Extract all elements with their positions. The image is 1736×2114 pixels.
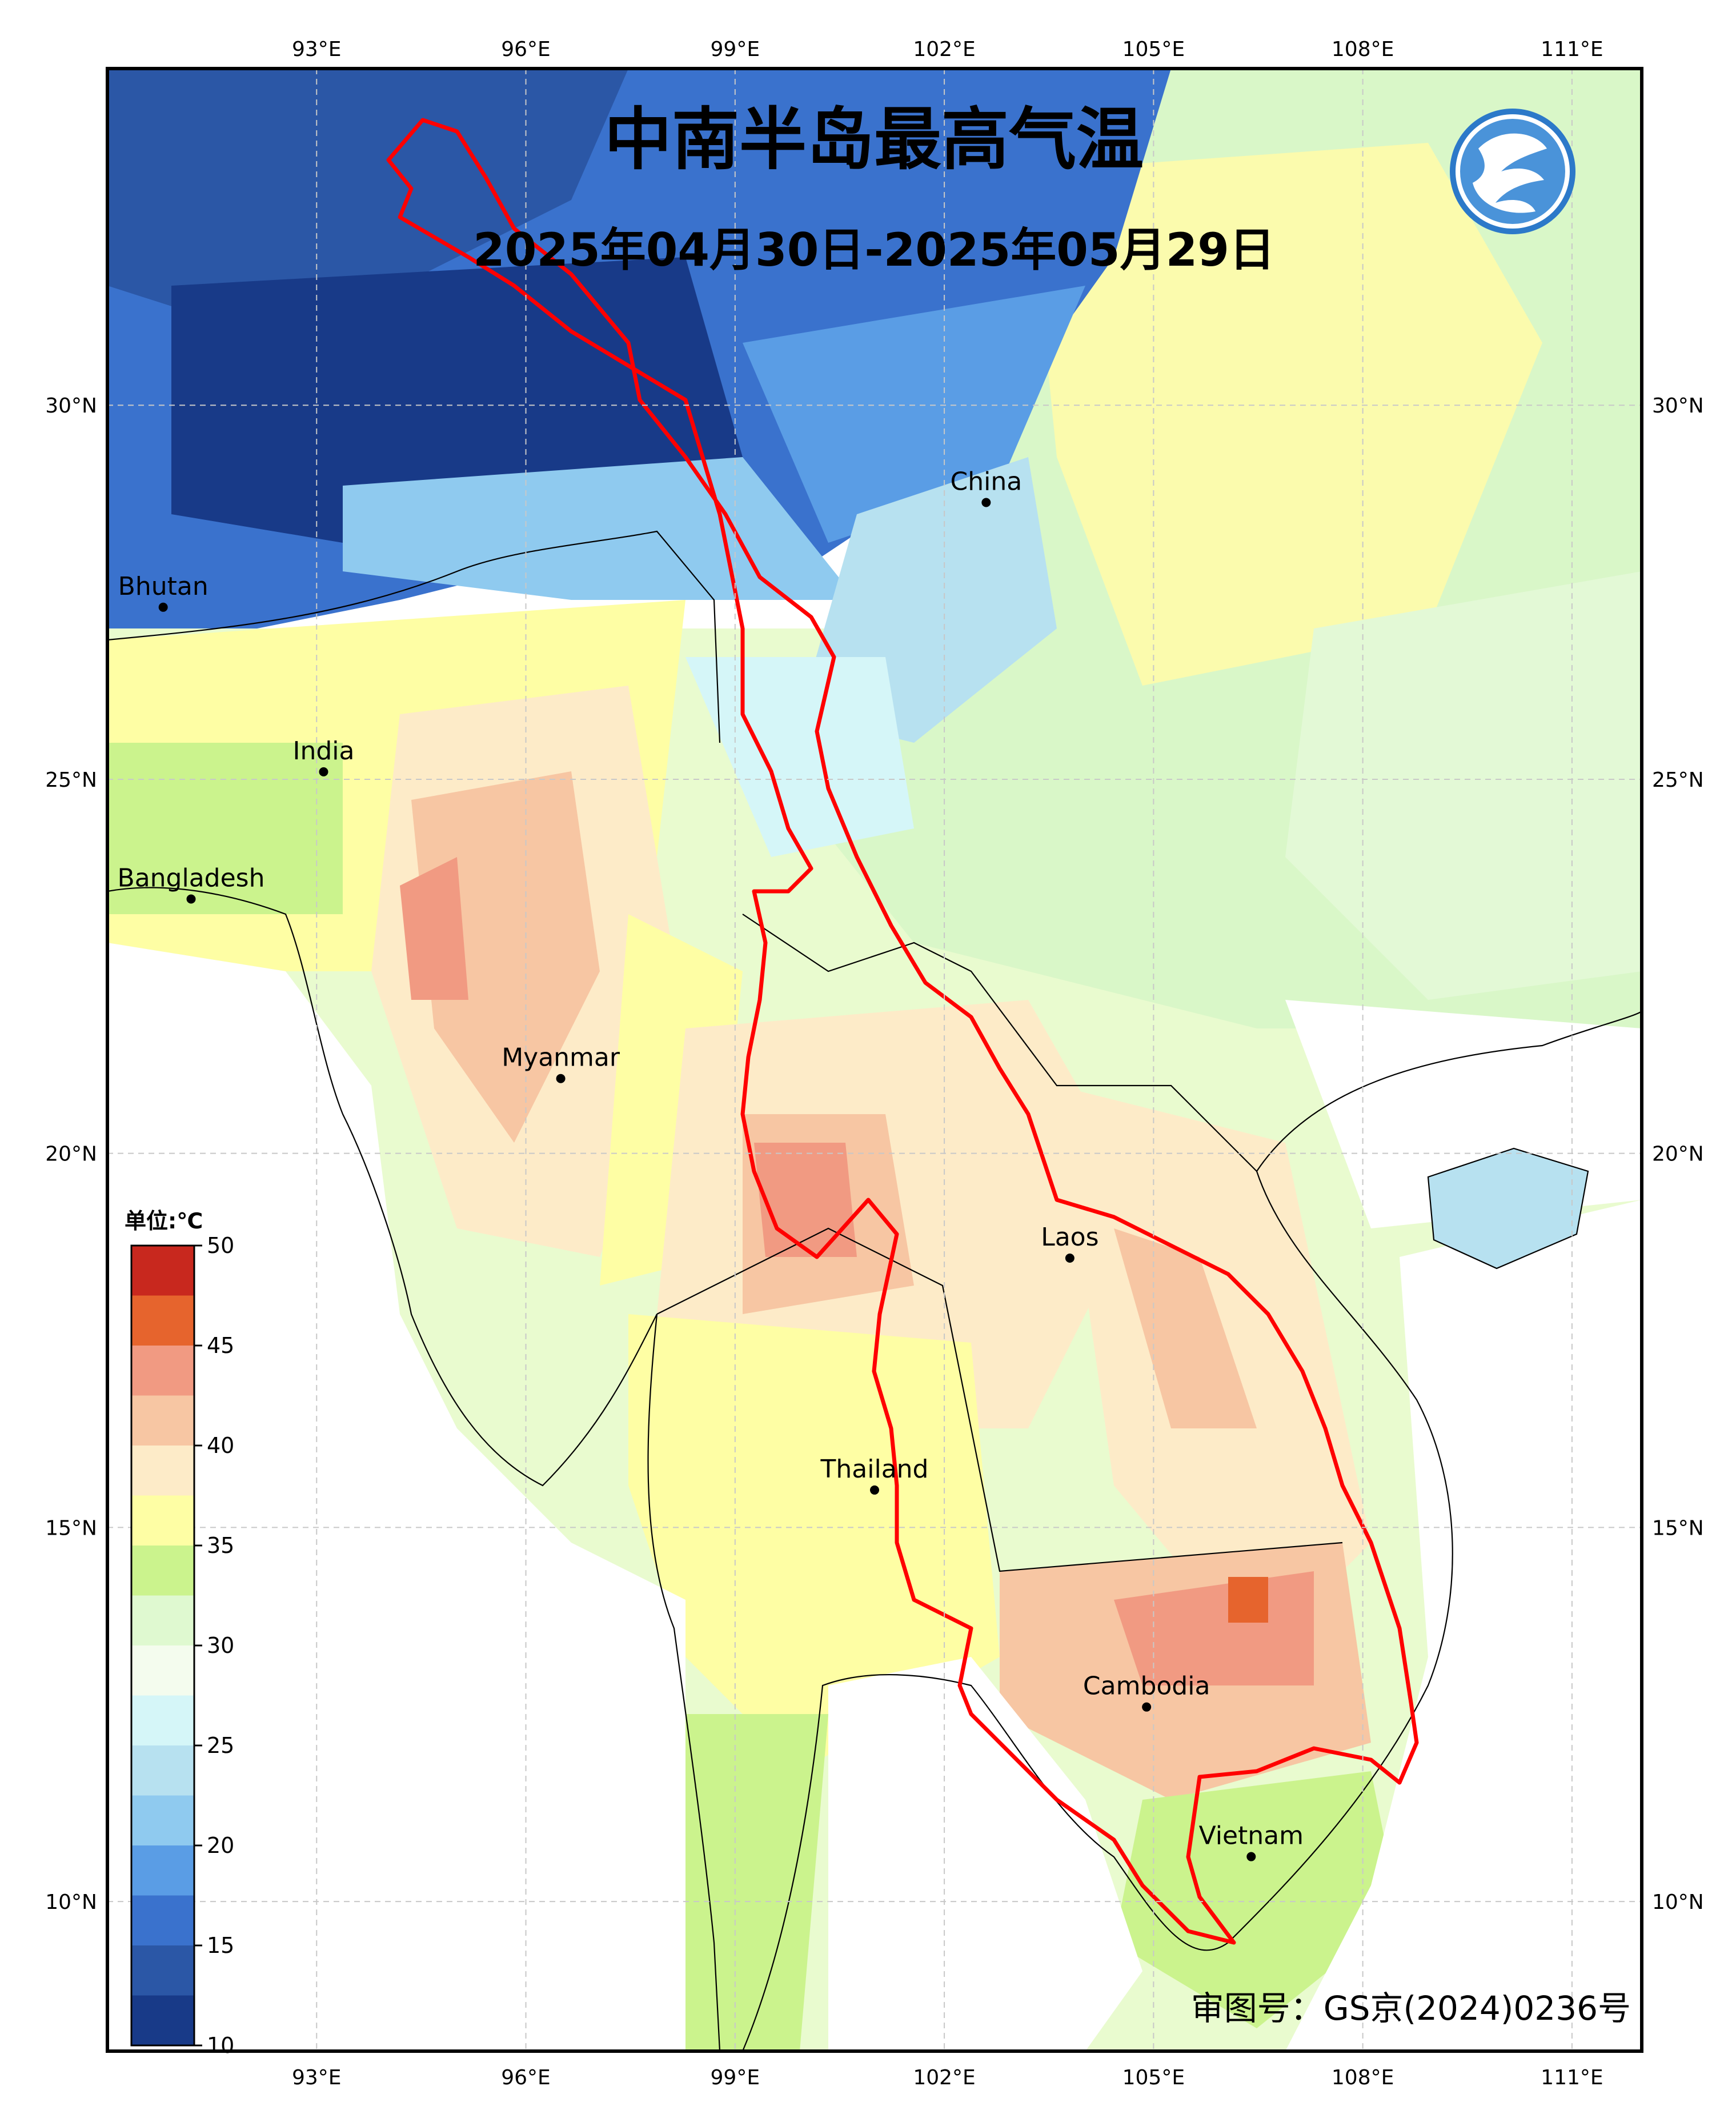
bottom-lon-tick-label: 102°E bbox=[913, 2066, 975, 2089]
left-lat-tick-label: 20°N bbox=[45, 1143, 97, 1166]
map-title: 中南半岛最高气温 bbox=[604, 100, 1144, 179]
mekong-basin-boundary bbox=[386, 118, 1419, 1945]
colorbar-swatch bbox=[131, 1395, 194, 1446]
bottom-lon-tick-label: 105°E bbox=[1122, 2066, 1185, 2089]
right-lat-tick-label: 15°N bbox=[1652, 1516, 1704, 1540]
place-marker bbox=[319, 767, 328, 776]
colorbar-swatch bbox=[131, 1845, 194, 1896]
place-label: Myanmar bbox=[502, 1043, 620, 1072]
left-lat-tick-label: 10°N bbox=[45, 1891, 97, 1914]
map-gridlines bbox=[107, 69, 1642, 2051]
left-lat-tick-label: 15°N bbox=[45, 1516, 97, 1540]
place-marker bbox=[1142, 1702, 1152, 1712]
bottom-lon-tick-label: 93°E bbox=[292, 2066, 342, 2089]
place-label: Bhutan bbox=[118, 572, 209, 601]
cma-logo-icon bbox=[1450, 109, 1575, 234]
colorbar-tick-label: 20 bbox=[207, 1833, 234, 1858]
place-marker bbox=[556, 1074, 566, 1083]
bottom-lon-tick-label: 99°E bbox=[711, 2066, 760, 2089]
right-lat-tick-label: 30°N bbox=[1652, 394, 1704, 418]
colorbar-swatch bbox=[131, 1645, 194, 1696]
top-lon-tick-label: 108°E bbox=[1332, 38, 1394, 61]
colorbar-swatch bbox=[131, 1346, 194, 1396]
left-lat-tick-label: 25°N bbox=[45, 768, 97, 792]
colorbar-swatch bbox=[131, 1695, 194, 1746]
place-marker bbox=[870, 1485, 879, 1495]
colorbar-tick-label: 10 bbox=[207, 2033, 234, 2058]
place-marker bbox=[981, 498, 991, 507]
top-lon-tick-label: 105°E bbox=[1122, 38, 1185, 61]
colorbar-swatch bbox=[131, 1546, 194, 1596]
map-subtitle: 2025年04月30日-2025年05月29日 bbox=[473, 223, 1275, 277]
place-label: Laos bbox=[1041, 1223, 1098, 1252]
bottom-lon-tick-label: 96°E bbox=[501, 2066, 551, 2089]
temperature-field bbox=[107, 69, 1642, 2051]
colorbar-swatch bbox=[131, 1495, 194, 1546]
place-marker bbox=[158, 602, 168, 612]
colorbar-swatch bbox=[131, 1945, 194, 1996]
colorbar-tick-label: 50 bbox=[207, 1233, 234, 1258]
colorbar-tick-label: 25 bbox=[207, 1733, 234, 1758]
colorbar-swatch bbox=[131, 1745, 194, 1796]
top-lon-tick-label: 99°E bbox=[711, 38, 760, 61]
colorbar-swatch bbox=[131, 1446, 194, 1496]
colorbar-tick-label: 40 bbox=[207, 1433, 234, 1458]
colorbar-swatches bbox=[131, 1246, 194, 2046]
colorbar-swatch bbox=[131, 1595, 194, 1646]
place-marker bbox=[1065, 1254, 1075, 1263]
colorbar-tick-label: 45 bbox=[207, 1333, 234, 1358]
colorbar-tick-label: 35 bbox=[207, 1533, 234, 1558]
place-label: India bbox=[292, 736, 354, 766]
approval-number: 审图号：GS京(2024)0236号 bbox=[1191, 1989, 1631, 2028]
colorbar-tick-label: 30 bbox=[207, 1633, 234, 1658]
colorbar-swatch bbox=[131, 1295, 194, 1346]
place-marker bbox=[186, 894, 196, 904]
place-marker bbox=[1246, 1852, 1256, 1861]
axis-ticks: 93°E 93°E 96°E 96°E 99°E 99°E 102°E 102°E 105°E 1… bbox=[45, 38, 1704, 2089]
right-lat-tick-label: 25°N bbox=[1652, 768, 1704, 792]
colorbar-tick-label: 15 bbox=[207, 1933, 234, 1958]
place-label: Thailand bbox=[820, 1455, 929, 1484]
top-lon-tick-label: 96°E bbox=[501, 38, 551, 61]
country-borders bbox=[107, 530, 1642, 2051]
plot-frame bbox=[106, 67, 1643, 2053]
right-lat-tick-label: 20°N bbox=[1652, 1143, 1704, 1166]
left-lat-tick-label: 30°N bbox=[45, 394, 97, 418]
colorbar-swatch bbox=[131, 1795, 194, 1846]
colorbar: 单位:℃ 50 45 40 35 30 25 20 15 10 bbox=[125, 1208, 234, 2058]
right-lat-tick-label: 10°N bbox=[1652, 1891, 1704, 1914]
colorbar-unit-label: 单位:℃ bbox=[125, 1208, 203, 1234]
bottom-lon-tick-label: 111°E bbox=[1541, 2066, 1603, 2089]
place-label: Vietnam bbox=[1199, 1821, 1304, 1851]
bottom-lon-tick-label: 108°E bbox=[1332, 2066, 1394, 2089]
top-lon-tick-label: 102°E bbox=[913, 38, 975, 61]
place-label: Bangladesh bbox=[118, 863, 265, 892]
place-label: China bbox=[951, 467, 1023, 496]
colorbar-tick-labels: 50 45 40 35 30 25 20 15 10 bbox=[194, 1233, 234, 2058]
place-labels: China Bhutan India Bangladesh Myanmar Laos Tha… bbox=[118, 467, 1304, 1861]
top-lon-tick-label: 93°E bbox=[292, 38, 342, 61]
colorbar-swatch bbox=[131, 1895, 194, 1946]
colorbar-swatch bbox=[131, 1995, 194, 2046]
top-lon-tick-label: 111°E bbox=[1541, 38, 1603, 61]
colorbar-swatch bbox=[131, 1246, 194, 1296]
place-label: Cambodia bbox=[1083, 1672, 1210, 1701]
